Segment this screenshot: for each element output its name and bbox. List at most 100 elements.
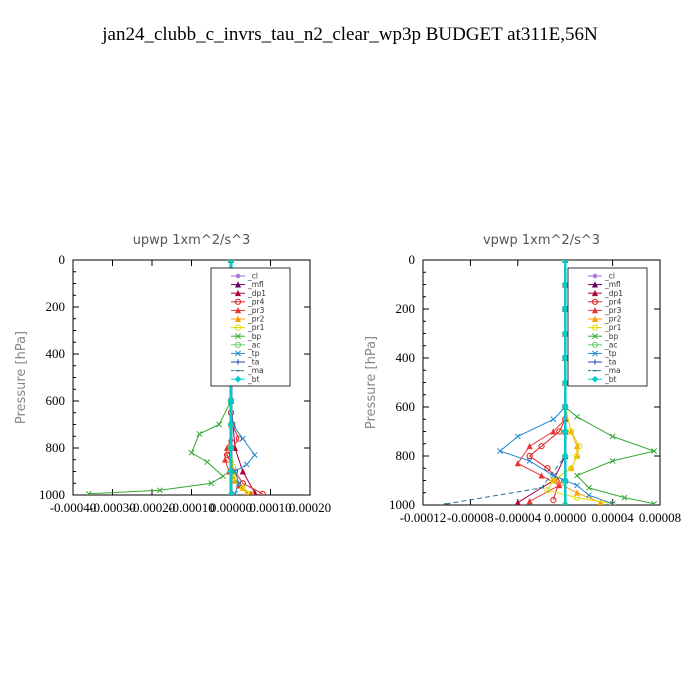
panel-2-legend-marker [592, 273, 598, 279]
panel-1-legend-marker [235, 359, 241, 365]
panel-2-legend-label: _pr4 [604, 297, 622, 306]
panel-1-legend-marker [234, 341, 242, 348]
panel-1-data-point [208, 480, 215, 487]
panel-2-data-point [556, 428, 563, 435]
panel-1-data-point [223, 451, 231, 459]
panel-1-x-tick-label: 0.00020 [289, 500, 331, 515]
panel-2-data-point [621, 494, 628, 501]
panel-1-x-tick-label: -0.00030 [89, 500, 136, 515]
panel-2-x-tick-label: 0.00004 [591, 510, 634, 525]
figure-title: jan24_clubb_c_invrs_tau_n2_clear_wp3p BU… [101, 24, 598, 45]
panel-2-data-point [526, 452, 533, 460]
panel-2-legend-box [567, 267, 648, 387]
panel-2-legend-label: _pr1 [604, 323, 622, 332]
panel-2-data-point [556, 482, 563, 489]
panel-2-legend-label: _pr3 [604, 306, 622, 315]
panel-2-y-axis-label: Pressure [hPa] [364, 336, 379, 429]
panel-2-legend-marker [592, 350, 598, 357]
panel-2-data-point [561, 305, 569, 313]
panel-2-data-point [597, 499, 604, 505]
panel-2-data-point [574, 472, 581, 479]
panel-2-data-point [609, 500, 616, 505]
panel-1-legend-label: _ac [247, 340, 260, 349]
panel-2-data-point [544, 465, 551, 472]
panel-1-data-point [243, 461, 250, 468]
panel-1-x-tick-label: -0.00020 [129, 500, 176, 515]
panel-2-series-pr4 [526, 260, 569, 504]
panel-1-data-point [221, 456, 229, 463]
panel-2-data-point [574, 413, 581, 420]
panel-2-data-point [585, 484, 592, 491]
panel-1-legend-label: _ta [247, 358, 259, 367]
panel-2-data-point [609, 457, 616, 464]
panel-1-title: upwp 1xm^2/s^3 [133, 233, 251, 248]
panel-1-legend: _cl_mfl_dp1_pr4_pr3_pr2_pr1_bp_ac_tp_ta_… [210, 267, 291, 387]
panel-2-data-point [561, 403, 569, 411]
panel-1-y-tick-label: 600 [46, 393, 66, 408]
panel-2-x-tick-label: 0.00000 [544, 510, 586, 525]
panel-2-x-tick-label: -0.00012 [400, 510, 447, 525]
panel-1-legend-marker [234, 298, 242, 305]
panel-2-data-point [568, 465, 575, 472]
panel-2-title: vpwp 1xm^2/s^3 [483, 233, 600, 248]
panel-2-data-point [609, 433, 616, 440]
panel-1-legend-label: _tp [247, 349, 260, 358]
panel-2-data-point [526, 442, 533, 450]
panel-1-legend-marker [234, 375, 242, 383]
panel-2-data-point [561, 452, 569, 460]
panel-1-legend-box [210, 267, 291, 387]
panel-2-data-point [561, 281, 569, 288]
panel-1-data-point [259, 490, 266, 495]
panel-2-y-tick-label: 0 [409, 252, 416, 267]
panel-2-legend-marker [591, 315, 599, 322]
panel-1-legend-marker [234, 315, 242, 322]
panel-1-data-point [235, 480, 242, 487]
panel-2-data-point [514, 460, 521, 467]
panel-2-legend: _cl_mfl_dp1_pr4_pr3_pr2_pr1_bp_ac_tp_ta_… [567, 267, 648, 387]
panel-1-data-point [156, 487, 163, 494]
panel-2-data-point [576, 443, 583, 450]
panel-2-series-bt [561, 260, 569, 505]
panel-1-legend-marker [235, 333, 241, 340]
panel-2-data-point [497, 448, 503, 455]
panel-1-data-point [220, 473, 227, 480]
panel-2-legend-marker [591, 341, 599, 348]
panel-2-data-point [550, 477, 557, 484]
panel-2-data-point [550, 497, 557, 504]
panel-2-data-point [561, 428, 569, 435]
panel-2-y-tick-label: 1000 [389, 497, 415, 512]
panel-2-legend-marker [591, 307, 599, 314]
panel-1-x-tick-label: 0.00010 [249, 500, 291, 515]
panel-2-data-point [562, 260, 569, 263]
panel-1-y-tick-label: 200 [46, 299, 66, 314]
panel-2-data-point [561, 501, 569, 505]
panel-2-legend-label: _ac [604, 340, 617, 349]
panel-2-legend-label: _mfl [604, 280, 621, 289]
panel-1-legend-label: _pr3 [247, 306, 265, 315]
panel-1-data-point [85, 490, 92, 495]
panel-1-legend-marker [235, 273, 241, 279]
panel-2-data-point [585, 492, 592, 499]
panel-2-data-point [561, 330, 569, 337]
panel-2-legend-label: _bp [604, 332, 619, 341]
panel-1-data-point [239, 468, 246, 475]
panel-2-data-point [550, 416, 557, 423]
panel-2-data-point [568, 428, 575, 435]
panel-1-data-point [227, 468, 235, 475]
panel-2-data-point [538, 472, 545, 479]
panel-1-data-point [239, 484, 246, 492]
panel-2-legend-label: _ma [604, 366, 621, 375]
panel-1-legend-label: _ma [247, 366, 264, 375]
panel-1-legend-label: _bt [247, 375, 260, 384]
panel-1-data-point [227, 421, 235, 428]
panel-2-legend-marker [591, 281, 599, 288]
panel-1-legend-label: _dp1 [247, 289, 266, 298]
panel-1-legend-marker [234, 281, 242, 288]
panel-2-series-line [517, 260, 566, 502]
panel-1-data-point [248, 490, 253, 495]
panel-2-legend-label: _pr2 [604, 315, 622, 324]
panels: upwp 1xm^2/s^3 Pressure [hPa] 0 200 400 600 80… [14, 233, 681, 525]
panel-2-data-point [550, 428, 557, 435]
panel-1-legend-marker [234, 289, 242, 297]
